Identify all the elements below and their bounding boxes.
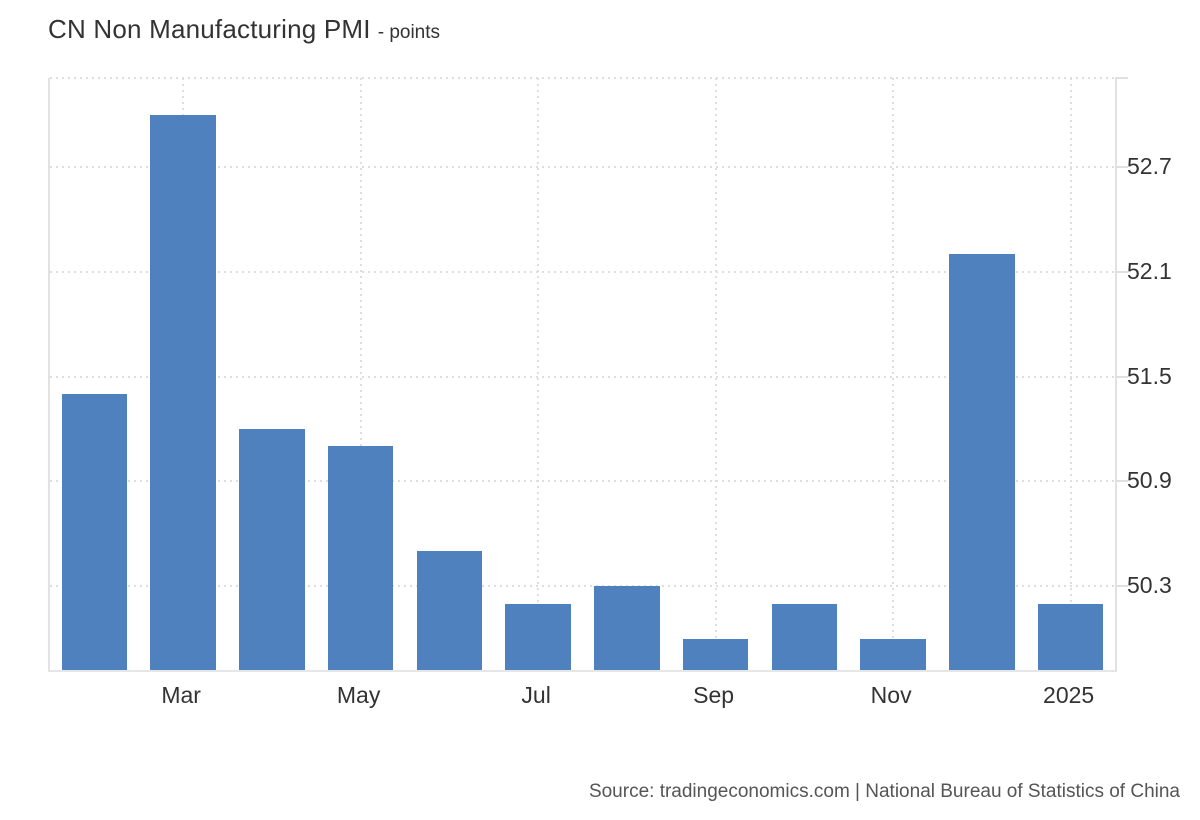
x-tick-label-mar: Mar — [161, 682, 201, 708]
bar-nov[interactable] — [860, 638, 926, 670]
bar-jul[interactable] — [505, 603, 571, 670]
y-tick-mark — [1115, 166, 1128, 169]
bar-aug[interactable] — [594, 586, 660, 670]
chart-title: CN Non Manufacturing PMI - points — [48, 14, 440, 45]
vertical-gridline — [1069, 78, 1072, 670]
x-tick-label-may: May — [336, 682, 381, 708]
bar-sep[interactable] — [682, 638, 749, 670]
y-tick-mark — [1115, 375, 1128, 378]
y-tick-mark — [1115, 77, 1128, 79]
horizontal-gridline — [50, 270, 1115, 273]
bar-jun[interactable] — [416, 551, 483, 670]
bar-mar[interactable] — [150, 114, 216, 670]
vertical-gridline — [714, 78, 717, 670]
chart-title-main: CN Non Manufacturing PMI — [48, 14, 371, 44]
x-tick-label-sep: Sep — [693, 682, 735, 708]
x-tick-label-2025: 2025 — [1043, 682, 1095, 708]
y-tick-mark — [1115, 480, 1128, 483]
y-tick-label: 50.9 — [1127, 467, 1172, 494]
vertical-gridline — [359, 78, 362, 670]
horizontal-gridline — [50, 585, 1115, 588]
vertical-gridline — [537, 78, 540, 670]
y-tick-mark — [1115, 585, 1128, 588]
bar-2025[interactable] — [1037, 603, 1104, 670]
vertical-gridline — [892, 78, 895, 670]
y-tick-label: 52.7 — [1127, 153, 1172, 180]
bar-may[interactable] — [327, 446, 394, 670]
chart-title-units: - points — [377, 22, 441, 43]
y-tick-label: 50.3 — [1127, 572, 1172, 599]
source-credit: Source: tradingeconomics.com | National … — [588, 781, 1180, 802]
y-tick-label: 51.5 — [1127, 362, 1172, 389]
bar-oct[interactable] — [771, 603, 838, 670]
plot-area — [48, 77, 1117, 672]
horizontal-gridline — [50, 375, 1115, 378]
bar-apr[interactable] — [239, 429, 305, 670]
horizontal-gridline — [50, 166, 1115, 169]
bar-dec[interactable] — [949, 254, 1015, 670]
horizontal-gridline — [50, 480, 1115, 483]
bar-feb[interactable] — [61, 394, 128, 670]
x-tick-label-jul: Jul — [521, 682, 551, 708]
y-tick-mark — [1115, 270, 1128, 273]
x-tick-label-nov: Nov — [870, 682, 912, 708]
y-tick-label: 52.1 — [1127, 257, 1172, 284]
horizontal-gridline — [50, 77, 1115, 79]
